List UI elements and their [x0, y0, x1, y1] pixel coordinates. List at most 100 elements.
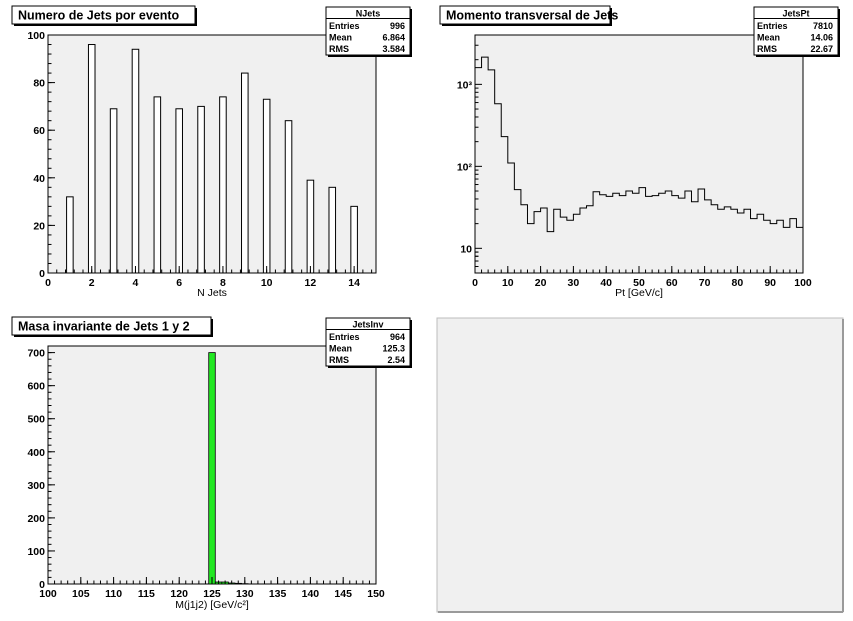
- histogram-bar: [219, 96, 227, 274]
- stats-name: JetsPt: [782, 9, 809, 19]
- stats-value: 2.54: [387, 355, 405, 365]
- x-tick-label: 115: [138, 588, 155, 600]
- stats-label: Mean: [329, 33, 352, 43]
- stats-value: 3.584: [382, 44, 405, 54]
- x-tick-label: 6: [176, 277, 182, 289]
- x-tick-label: 10: [502, 277, 514, 289]
- histogram-bar: [350, 205, 358, 274]
- plot-frame: [474, 34, 804, 274]
- x-tick-label: 40: [600, 277, 612, 289]
- title-box: [11, 5, 196, 25]
- histogram-line: [474, 56, 804, 273]
- histogram-bar: [197, 105, 205, 274]
- stats-label: RMS: [329, 44, 349, 54]
- x-tick-label: 0: [472, 277, 478, 289]
- x-tick-label: 70: [699, 277, 711, 289]
- histogram-bar: [208, 352, 216, 585]
- chart-jetspt: Momento transversal de Jets 0 10 20 30 40 50 60…: [439, 5, 840, 299]
- y-tick-label: 100: [27, 30, 45, 42]
- y-tick-label: 600: [27, 381, 45, 393]
- y-tick-label: 20: [33, 220, 45, 232]
- plot-frame: [47, 34, 377, 274]
- stats-box: [325, 6, 411, 56]
- chart-title: Masa invariante de Jets 1 y 2: [18, 320, 190, 334]
- x-tick-label: 8: [220, 277, 226, 289]
- histogram-bar: [153, 96, 162, 274]
- x-tick-label: 14: [348, 277, 360, 289]
- stats-value: 6.864: [382, 33, 405, 43]
- chart-title: Numero de Jets por evento: [18, 9, 180, 23]
- x-tick-label: 135: [269, 588, 287, 600]
- histogram-bar: [306, 179, 315, 274]
- stats-label: Mean: [757, 33, 780, 43]
- stats-label: Mean: [329, 344, 352, 354]
- y-tick-label: 10³: [457, 79, 473, 91]
- stats-box: [325, 317, 411, 367]
- x-tick-label: 20: [535, 277, 547, 289]
- x-tick-label: 0: [45, 277, 51, 289]
- chart-njets: Numero de Jets por evento 0 2 4 6 8 10 12 14 0 20 4…: [11, 5, 412, 299]
- stats-name: JetsInv: [352, 320, 383, 330]
- x-axis-label: M(j1j2) [GeV/c²]: [175, 599, 249, 611]
- x-tick-label: 10: [261, 277, 273, 289]
- stats-value: 14.06: [810, 33, 833, 43]
- x-tick-label: 105: [72, 588, 90, 600]
- histogram-bar: [241, 72, 249, 274]
- y-tick-label: 0: [39, 268, 45, 280]
- stats-value: 7810: [813, 21, 833, 31]
- x-tick-label: 80: [732, 277, 744, 289]
- x-tick-label: 100: [39, 588, 57, 600]
- x-tick-label: 120: [170, 588, 188, 600]
- histogram-bar: [87, 44, 96, 274]
- x-tick-label: 2: [89, 277, 95, 289]
- empty-pad: [436, 317, 844, 613]
- x-tick-label: 150: [367, 588, 385, 600]
- chart-title: Momento transversal de Jets: [446, 9, 618, 23]
- histogram-bar: [66, 196, 74, 274]
- histogram-bar: [262, 98, 271, 274]
- x-tick-label: 90: [764, 277, 776, 289]
- x-tick-label: 30: [568, 277, 580, 289]
- y-tick-label: 80: [33, 78, 45, 90]
- y-tick-label: 100: [27, 546, 45, 558]
- x-tick-label: 130: [236, 588, 254, 600]
- y-tick-label: 40: [33, 173, 45, 185]
- histogram-bar: [284, 120, 293, 274]
- histogram-bar: [175, 108, 183, 274]
- histogram-bar: [131, 48, 140, 274]
- x-tick-label: 145: [334, 588, 352, 600]
- y-tick-label: 200: [27, 513, 45, 525]
- x-tick-label: 140: [302, 588, 320, 600]
- x-tick-label: 12: [305, 277, 317, 289]
- stats-value: 22.67: [810, 44, 833, 54]
- title-box: [439, 5, 611, 25]
- y-tick-label: 60: [33, 125, 45, 137]
- x-tick-label: 50: [633, 277, 645, 289]
- x-tick-label: 110: [105, 588, 122, 600]
- stats-value: 125.3: [382, 344, 405, 354]
- stats-box: [753, 6, 839, 56]
- y-tick-label: 10²: [457, 161, 473, 173]
- y-tick-label: 0: [39, 579, 45, 591]
- stats-label: Entries: [329, 21, 360, 31]
- title-box: [11, 316, 212, 336]
- y-tick-label: 500: [27, 414, 45, 426]
- stats-label: RMS: [757, 44, 777, 54]
- x-tick-label: 60: [666, 277, 678, 289]
- y-tick-label: 10: [460, 243, 472, 255]
- histogram-bar: [109, 108, 118, 274]
- y-tick-label: 400: [27, 447, 45, 459]
- stats-value: 996: [390, 21, 405, 31]
- stats-label: Entries: [757, 21, 788, 31]
- y-tick-label: 700: [27, 348, 45, 360]
- stats-name: NJets: [356, 9, 381, 19]
- y-tick-label: 300: [27, 480, 45, 492]
- x-tick-label: 125: [203, 588, 221, 600]
- stats-value: 964: [390, 332, 405, 342]
- x-tick-label: 100: [794, 277, 812, 289]
- chart-jetsinv: Masa invariante de Jets 1 y 2 100 105 110 11…: [11, 316, 412, 611]
- x-axis-label: Pt [GeV/c]: [615, 287, 663, 299]
- stats-label: RMS: [329, 355, 349, 365]
- histogram-bar: [328, 186, 337, 274]
